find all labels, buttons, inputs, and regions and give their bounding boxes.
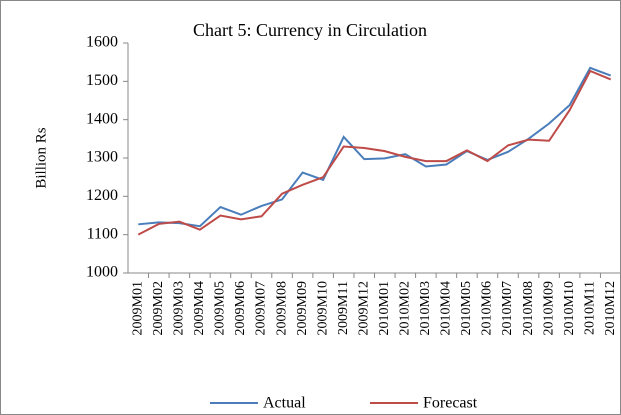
legend-label: Actual	[263, 395, 306, 412]
x-tick-label: 2010M08	[521, 281, 536, 335]
y-tick-label: 1600	[86, 34, 118, 51]
chart-title: Chart 5: Currency in Circulation	[193, 20, 427, 40]
x-tick-label: 2010M05	[459, 281, 474, 335]
x-tick-label: 2010M02	[398, 281, 413, 335]
x-tick-label: 2010M10	[562, 281, 577, 335]
x-tick-label: 2010M09	[541, 281, 556, 335]
x-tick-label: 2009M08	[274, 281, 289, 335]
x-tick-label: 2009M10	[315, 281, 330, 335]
x-tick-label: 2010M12	[603, 281, 618, 335]
x-tick-label: 2009M04	[192, 281, 207, 335]
x-tick-label: 2010M04	[439, 281, 454, 335]
x-tick-label: 2009M03	[172, 281, 187, 335]
y-tick-label: 1100	[87, 225, 118, 242]
y-tick-label: 1400	[86, 110, 118, 127]
x-tick-label: 2010M11	[582, 281, 597, 335]
x-tick-label: 2009M05	[213, 281, 228, 335]
x-tick-label: 2009M06	[233, 281, 248, 335]
y-axis-label: Billion Rs	[33, 127, 49, 188]
y-tick-label: 1000	[86, 264, 118, 281]
y-tick-label: 1300	[86, 149, 118, 166]
x-tick-label: 2010M01	[377, 281, 392, 335]
legend-label: Forecast	[423, 395, 478, 412]
series-line	[138, 66, 612, 228]
x-tick-label: 2009M01	[130, 281, 145, 335]
x-tick-label: 2009M02	[151, 281, 166, 335]
y-tick-label: 1200	[86, 187, 118, 204]
series-line	[137, 69, 612, 236]
x-tick-label: 2009M09	[295, 281, 310, 335]
y-tick-label: 1500	[86, 72, 118, 89]
x-tick-label: 2010M07	[500, 281, 515, 335]
x-tick-label: 2009M11	[336, 281, 351, 335]
x-tick-label: 2010M06	[480, 281, 495, 335]
x-tick-label: 2010M03	[418, 281, 433, 335]
x-tick-label: 2009M12	[356, 281, 371, 335]
x-tick-label: 2009M07	[254, 281, 269, 335]
